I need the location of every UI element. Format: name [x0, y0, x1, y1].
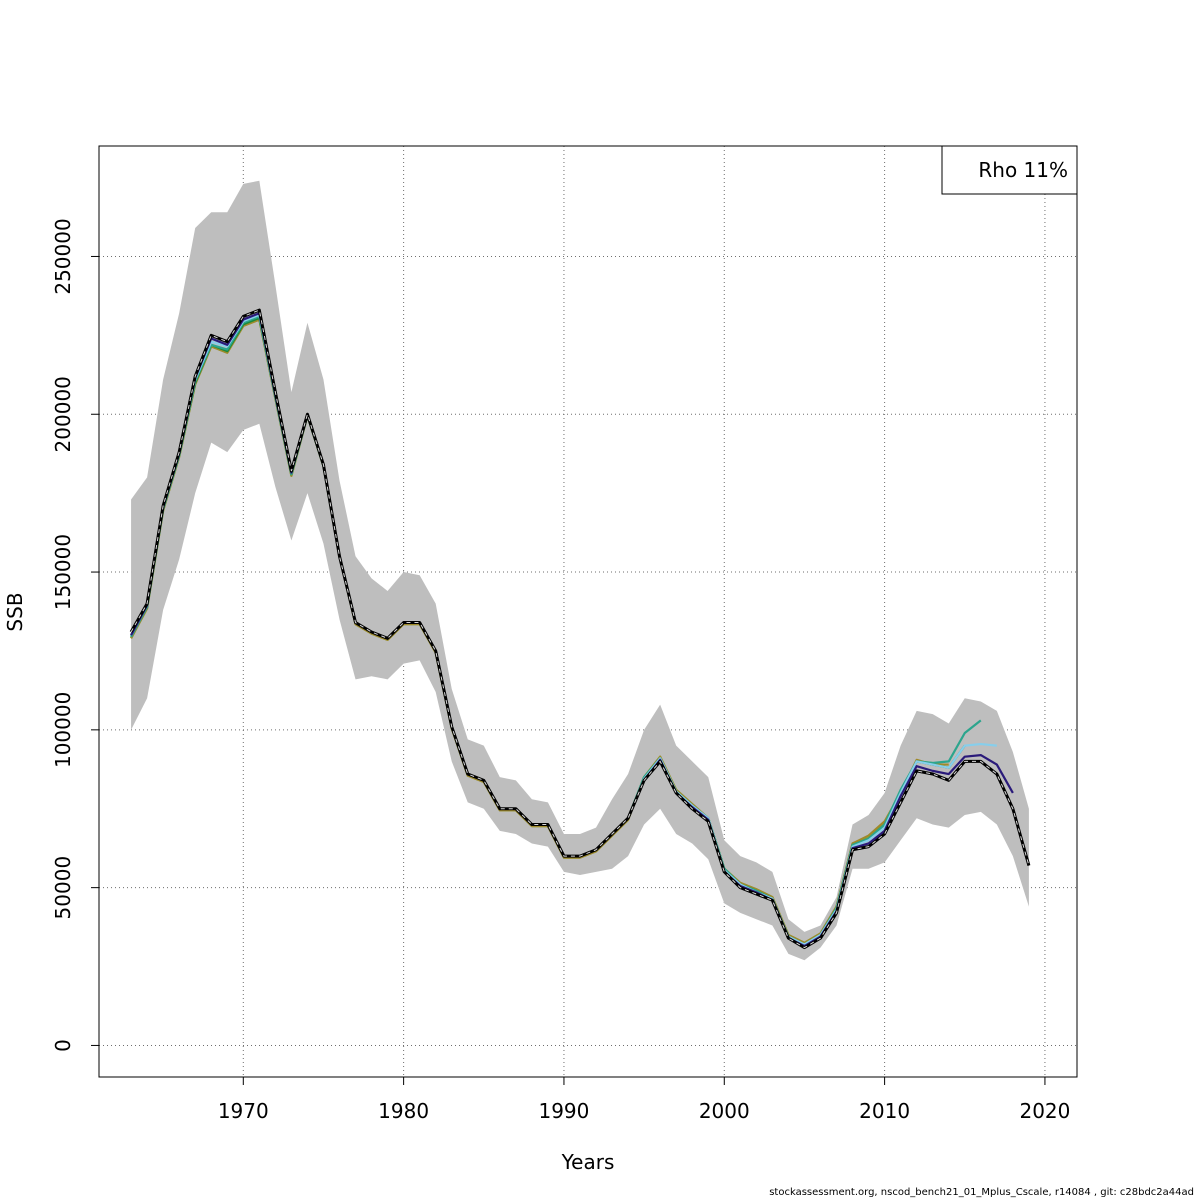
confidence-band [131, 180, 1029, 961]
y-tick-label: 100000 [51, 692, 75, 768]
legend: Rho 11% [941, 145, 1078, 195]
legend-box [941, 145, 1078, 195]
series-line-final-dash [130, 309, 1030, 949]
x-tick-label: 2000 [699, 1099, 750, 1123]
legend-text: Rho 11% [978, 158, 1068, 182]
x-tick-label: 1990 [538, 1099, 589, 1123]
x-tick-label: 1970 [218, 1099, 269, 1123]
x-tick-label: 2020 [1019, 1099, 1070, 1123]
axes-layer: 1970 1980 1990 2000 2010 2020 0 50000 100000 1500… [51, 218, 1070, 1123]
plot-frame [98, 145, 1078, 1078]
confidence-band-layer [131, 180, 1029, 961]
y-tick-label: 250000 [51, 218, 75, 294]
x-axis-label: Years [561, 1150, 615, 1174]
plot-frame-layer [98, 145, 1078, 1078]
x-tick-label: 2010 [859, 1099, 910, 1123]
series-layer [129, 308, 1031, 950]
y-tick-label: 0 [51, 1039, 75, 1052]
x-tick-label: 1980 [378, 1099, 429, 1123]
y-axis-label: SSB [3, 592, 27, 631]
y-tick-label: 150000 [51, 534, 75, 610]
y-tick-label: 200000 [51, 376, 75, 452]
grid-lines [99, 146, 1077, 1077]
y-tick-label: 50000 [51, 856, 75, 920]
footer-credit: stockassessment.org, nscod_bench21_01_Mp… [769, 1187, 1194, 1198]
